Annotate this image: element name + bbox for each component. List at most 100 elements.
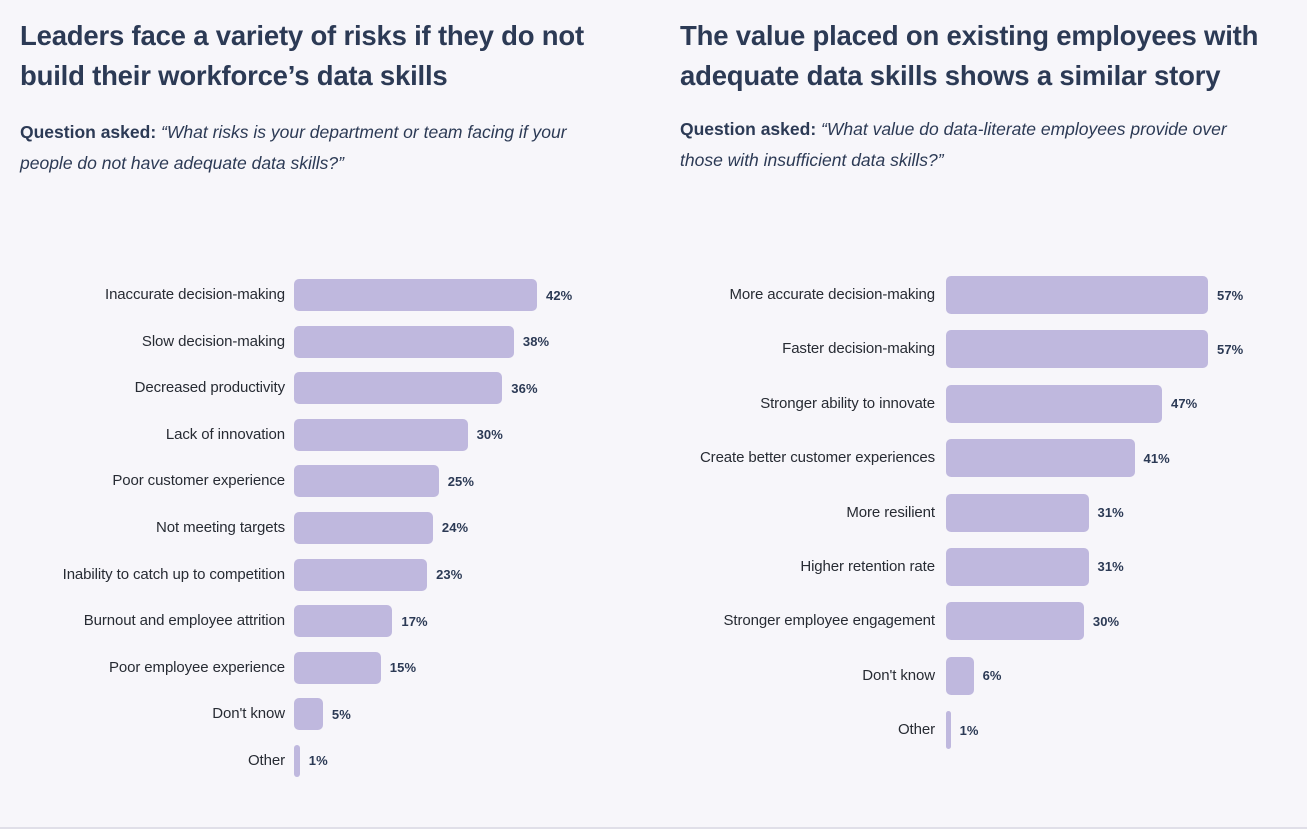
bar-row: More resilient 31% bbox=[650, 493, 1243, 532]
category-label: More accurate decision-making bbox=[729, 286, 935, 303]
category-label: Higher retention rate bbox=[800, 557, 935, 575]
bar-row: Other 1% bbox=[0, 744, 572, 777]
bar bbox=[946, 439, 1135, 478]
bar-row: Inaccurate decision-making 42% bbox=[0, 279, 572, 311]
bar-row: Other 1% bbox=[650, 711, 1243, 750]
bar-row: Slow decision-making 38% bbox=[0, 325, 572, 358]
bar-track: 6% bbox=[946, 656, 1002, 695]
category-label: Don't know bbox=[212, 705, 285, 723]
bar-track: 23% bbox=[294, 558, 463, 591]
category-label: Poor customer experience bbox=[112, 472, 285, 490]
bar bbox=[294, 698, 323, 731]
bar-track: 31% bbox=[946, 547, 1124, 586]
value-label: 47% bbox=[1171, 396, 1198, 412]
bar bbox=[946, 330, 1208, 369]
category-label: Not meeting targets bbox=[156, 518, 285, 536]
bar-track: 47% bbox=[946, 384, 1198, 423]
category-label: Lack of innovation bbox=[165, 425, 285, 443]
bar-row: Not meeting targets 24% bbox=[0, 511, 572, 544]
right-chart-subtitle: Question asked: “What value do data-lite… bbox=[680, 114, 1270, 176]
bar bbox=[294, 325, 514, 358]
bar bbox=[294, 465, 439, 498]
bar-track: 38% bbox=[294, 325, 550, 358]
bar-track: 31% bbox=[946, 493, 1124, 532]
category-label: Burnout and employee attrition bbox=[83, 612, 285, 630]
bar bbox=[946, 384, 1162, 423]
bar-row: Create better customer experiences 41% bbox=[650, 439, 1243, 478]
bar-row: Don't know 6% bbox=[650, 656, 1243, 695]
bar-track: 5% bbox=[294, 698, 351, 731]
bar-track: 1% bbox=[294, 744, 328, 777]
bar bbox=[946, 711, 951, 750]
bar-row: More accurate decision-making 57% bbox=[650, 276, 1243, 314]
bar bbox=[946, 656, 974, 695]
left-question-quote: “What risks is your department or team f… bbox=[20, 122, 567, 173]
bar-track: 30% bbox=[946, 602, 1120, 641]
bar-row: Poor employee experience 15% bbox=[0, 651, 572, 684]
bar-row: Stronger ability to innovate 47% bbox=[650, 384, 1243, 423]
category-label: Other bbox=[247, 751, 285, 769]
bar-track: 30% bbox=[294, 418, 503, 451]
category-label: Slow decision-making bbox=[141, 332, 285, 350]
value-label: 41% bbox=[1143, 450, 1170, 466]
category-label: Other bbox=[897, 721, 935, 739]
bar-track: 57% bbox=[946, 276, 1243, 314]
bar bbox=[294, 558, 428, 591]
bar-row: Poor customer experience 25% bbox=[0, 465, 572, 498]
left-bar-chart: Inaccurate decision-making 42% Slow decisi… bbox=[0, 279, 572, 792]
value-label: 25% bbox=[447, 473, 475, 489]
bar-row: Faster decision-making 57% bbox=[650, 330, 1244, 369]
bar-track: 57% bbox=[946, 330, 1244, 369]
bar bbox=[294, 372, 503, 405]
bar-row: Stronger employee engagement 30% bbox=[650, 602, 1243, 641]
bar-track: 41% bbox=[946, 439, 1170, 478]
bar-row: Lack of innovation 30% bbox=[0, 418, 572, 451]
category-label: Poor employee experience bbox=[108, 658, 285, 676]
category-label: Stronger ability to innovate bbox=[760, 394, 935, 412]
value-label: 57% bbox=[1217, 287, 1244, 303]
value-label: 31% bbox=[1097, 505, 1124, 521]
value-label: 24% bbox=[441, 520, 469, 536]
left-chart-header: Leaders face a variety of risks if they … bbox=[20, 16, 588, 179]
bottom-divider bbox=[0, 827, 1307, 829]
left-question-label: Question asked: bbox=[20, 122, 157, 142]
bar bbox=[946, 276, 1208, 314]
bar bbox=[946, 547, 1089, 586]
left-chart-title: Leaders face a variety of risks if they … bbox=[20, 20, 584, 91]
right-question-quote: “What value do data-literate employees p… bbox=[680, 119, 1227, 170]
bar bbox=[294, 605, 393, 638]
value-label: 30% bbox=[1092, 613, 1120, 629]
category-label: Decreased productivity bbox=[134, 379, 285, 397]
value-label: 17% bbox=[401, 613, 428, 629]
bar bbox=[294, 418, 468, 451]
category-label: More resilient bbox=[846, 503, 935, 521]
category-label: Faster decision-making bbox=[782, 340, 935, 358]
bar-track: 17% bbox=[294, 605, 428, 638]
category-label: Inaccurate decision-making bbox=[105, 286, 285, 303]
bar bbox=[294, 511, 433, 544]
category-label: Create better customer experiences bbox=[699, 449, 935, 467]
category-label: Inability to catch up to competition bbox=[62, 565, 285, 583]
category-label: Stronger employee engagement bbox=[723, 612, 935, 630]
bar-row: Burnout and employee attrition 17% bbox=[0, 605, 572, 638]
value-label: 30% bbox=[476, 427, 503, 443]
value-label: 5% bbox=[331, 706, 351, 722]
bar-row: Decreased productivity 36% bbox=[0, 372, 572, 405]
bar-row: Don't know 5% bbox=[0, 698, 572, 731]
bar bbox=[946, 493, 1089, 532]
right-chart-header: The value placed on existing employees w… bbox=[680, 16, 1270, 176]
value-label: 6% bbox=[982, 668, 1002, 684]
value-label: 23% bbox=[436, 567, 463, 583]
bar-track: 15% bbox=[294, 651, 417, 684]
bar-row: Higher retention rate 31% bbox=[650, 547, 1243, 586]
value-label: 38% bbox=[522, 334, 550, 350]
bar bbox=[946, 602, 1084, 641]
bar bbox=[294, 279, 537, 311]
value-label: 57% bbox=[1217, 341, 1244, 357]
value-label: 15% bbox=[389, 660, 417, 676]
bar bbox=[294, 744, 300, 777]
bar bbox=[294, 651, 381, 684]
value-label: 31% bbox=[1097, 559, 1124, 575]
bar-track: 25% bbox=[294, 465, 475, 498]
bar-track: 36% bbox=[294, 372, 538, 405]
